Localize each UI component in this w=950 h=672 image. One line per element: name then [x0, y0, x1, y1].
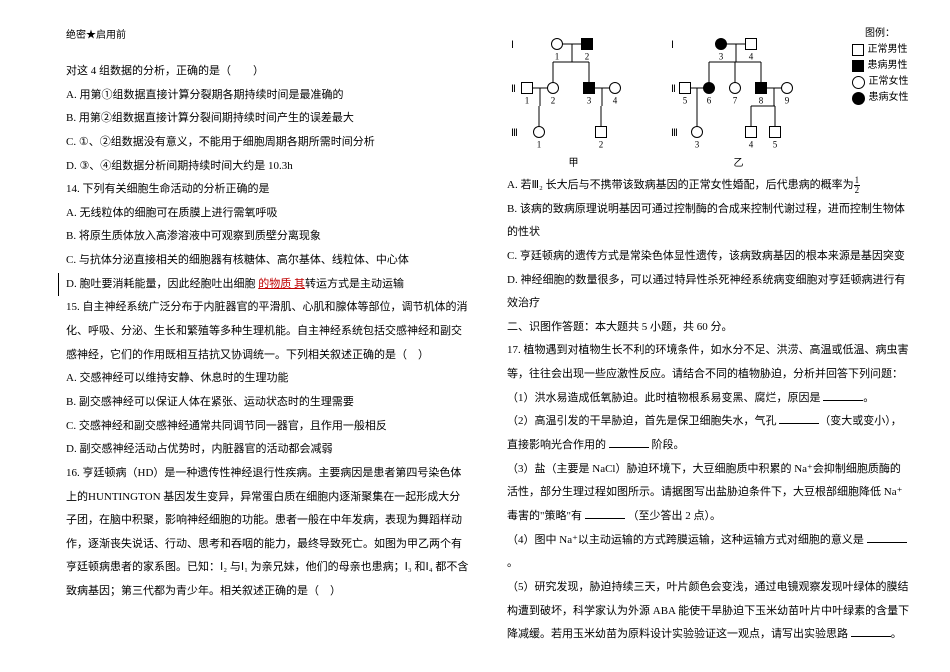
- legend-normal-male: 正常男性: [868, 42, 908, 58]
- svg-text:1: 1: [536, 140, 541, 150]
- svg-text:4: 4: [748, 52, 753, 62]
- q14-d-pre: D. 胞吐要消耗能量，因此经胞吐出细胞: [66, 278, 258, 290]
- q16-c: C. 亨廷顿病的遗传方式是常染色体显性遗传，该病致病基因的根本来源是基因突变: [507, 245, 910, 269]
- legend-normal-female-icon: [852, 76, 865, 89]
- svg-text:Ⅲ: Ⅲ: [671, 128, 678, 139]
- q17-2-text3: 阶段。: [649, 439, 685, 451]
- svg-text:2: 2: [598, 140, 603, 150]
- q15-c: C. 交感神经和副交感神经通常共同调节同一器官，且作用一般相反: [66, 415, 469, 439]
- legend-normal-male-icon: [852, 44, 864, 56]
- ped-right-label: 乙: [734, 154, 744, 169]
- ped-left-label: 甲: [569, 154, 579, 169]
- q17-4-text: （4）图中 Na⁺以主动运输的方式跨膜运输，这种运输方式对细胞的意义是: [507, 534, 867, 546]
- legend-affected-male-icon: [852, 60, 864, 72]
- legend-affected-male: 患病男性: [868, 58, 908, 74]
- q17-5-end: 。: [891, 628, 902, 640]
- q16-b: B. 该病的致病原理说明基因可通过控制酶的合成来控制代谢过程，进而控制生物体的性…: [507, 198, 910, 245]
- q14-d: D. 胞吐要消耗能量，因此经胞吐出细胞 的物质 其转运方式是主动运输: [58, 273, 469, 297]
- opt-c: C. ①、②组数据没有意义，不能用于细胞周期各期所需时间分析: [66, 131, 469, 155]
- q14-c: C. 与抗体分泌直接相关的细胞器有核糖体、高尔基体、线粒体、中心体: [66, 249, 469, 273]
- q15-a: A. 交感神经可以维持安静、休息时的生理功能: [66, 367, 469, 391]
- q16: 16. 亨廷顿病（HD）是一种遗传性神经退行性疾病。主要病因是患者第四号染色体上…: [66, 462, 469, 604]
- svg-text:8: 8: [758, 96, 763, 106]
- q14-d-post: 转运方式是主动运输: [305, 278, 404, 290]
- section-2-title: 二、识图作答题：本大题共 5 小题，共 60 分。: [507, 316, 910, 340]
- svg-text:9: 9: [784, 96, 789, 106]
- right-column: 图例： 正常男性 患病男性 正常女性 患病女性 ⅠⅡⅢ12123412 ⅠⅡⅢ3…: [507, 26, 910, 647]
- svg-text:6: 6: [706, 96, 711, 106]
- svg-text:3: 3: [694, 140, 699, 150]
- blank-4: [867, 532, 907, 543]
- pedigree-figure: 图例： 正常男性 患病男性 正常女性 患病女性 Ⅰ Ⅱ Ⅲ 1 2 1 2 3 4 1 2 Ⅰ Ⅱ Ⅲ 3…: [509, 26, 909, 166]
- svg-text:Ⅱ: Ⅱ: [511, 84, 516, 95]
- legend-affected-female-icon: [852, 92, 865, 105]
- svg-text:4: 4: [612, 96, 617, 106]
- svg-text:5: 5: [772, 140, 777, 150]
- legend-title: 图例：: [852, 26, 909, 42]
- opt-d: D. ③、④组数据分析间期持续时间大约是 10.3h: [66, 155, 469, 179]
- svg-text:4: 4: [748, 140, 753, 150]
- svg-text:Ⅲ: Ⅲ: [511, 128, 518, 139]
- legend: 图例： 正常男性 患病男性 正常女性 患病女性: [852, 26, 909, 106]
- opt-b: B. 用第②组数据直接计算分裂间期持续时间产生的误差最大: [66, 107, 469, 131]
- svg-text:Ⅱ: Ⅱ: [671, 84, 676, 95]
- q17-3: （3）盐（主要是 NaCl）胁迫环境下，大豆细胞质中积累的 Na⁺会抑制细胞质酶…: [507, 458, 910, 529]
- svg-text:1: 1: [524, 96, 529, 106]
- q17: 17. 植物遇到对植物生长不利的环境条件，如水分不足、洪涝、高温或低温、病虫害等…: [507, 339, 910, 386]
- opt-a: A. 用第①组数据直接计算分裂期各期持续时间是最准确的: [66, 84, 469, 108]
- q17-3-note: （至少答出 2 点）。: [627, 510, 721, 522]
- q17-1: （1）洪水易造成低氧胁迫。此时植物根系易变黑、腐烂，原因是 。: [507, 387, 910, 411]
- fraction-one-half: 12: [854, 176, 861, 195]
- q14: 14. 下列有关细胞生命活动的分析正确的是: [66, 178, 469, 202]
- q14-b: B. 将原生质体放入高渗溶液中可观察到质壁分离现象: [66, 225, 469, 249]
- blank-3: [585, 508, 625, 519]
- pedigree-left: Ⅰ Ⅱ Ⅲ 1 2 1 2 3 4 1 2: [509, 26, 654, 166]
- svg-text:2: 2: [584, 52, 589, 62]
- q15-b: B. 副交感神经可以保证人体在紧张、运动状态时的生理需要: [66, 391, 469, 415]
- svg-text:3: 3: [718, 52, 723, 62]
- q17-1-text: （1）洪水易造成低氧胁迫。此时植物根系易变黑、腐烂，原因是: [507, 392, 823, 404]
- q14-d-highlight: 的物质 其: [258, 278, 305, 290]
- legend-normal-female: 正常女性: [869, 74, 909, 90]
- blank-2a: [779, 414, 819, 425]
- q17-2: （2）高温引发的干旱胁迫，首先是保卫细胞失水，气孔 （变大或变小），直接影响光合…: [507, 410, 910, 457]
- svg-text:Ⅰ: Ⅰ: [671, 40, 674, 51]
- confidential-label: 绝密★启用前: [66, 26, 126, 41]
- q17-4-end: 。: [507, 557, 518, 569]
- q17-2-text1: （2）高温引发的干旱胁迫，首先是保卫细胞失水，气孔: [507, 415, 779, 427]
- q15: 15. 自主神经系统广泛分布于内脏器官的平滑肌、心肌和腺体等部位，调节机体的消化…: [66, 296, 469, 367]
- blank-2b: [609, 437, 649, 448]
- legend-affected-female: 患病女性: [869, 90, 909, 106]
- svg-text:2: 2: [550, 96, 555, 106]
- q14-a: A. 无线粒体的细胞可在质膜上进行需氧呼吸: [66, 202, 469, 226]
- blank-1: [823, 390, 863, 401]
- svg-text:3: 3: [586, 96, 591, 106]
- q16-d: D. 神经细胞的数量很多，可以通过特异性杀死神经系统病变细胞对亨廷顿病进行有效治…: [507, 269, 910, 316]
- q15-d: D. 副交感神经活动占优势时，内脏器官的活动都会减弱: [66, 438, 469, 462]
- blank-5: [851, 626, 891, 637]
- pedigree-right: Ⅰ Ⅱ Ⅲ 3 4 5 6 7 8 9 3 4 5: [669, 26, 819, 166]
- q17-5: （5）研究发现，胁迫持续三天，叶片颜色会变浅，通过电镜观察发现叶绿体的膜结构遭到…: [507, 576, 910, 647]
- svg-text:5: 5: [682, 96, 687, 106]
- svg-text:7: 7: [732, 96, 737, 106]
- q17-1-end: 。: [863, 392, 874, 404]
- svg-text:Ⅰ: Ⅰ: [511, 40, 514, 51]
- left-column: 对这 4 组数据的分析，正确的是（ ） A. 用第①组数据直接计算分裂期各期持续…: [66, 26, 469, 647]
- q17-5-text: （5）研究发现，胁迫持续三天，叶片颜色会变浅，通过电镜观察发现叶绿体的膜结构遭到…: [507, 581, 909, 640]
- svg-text:1: 1: [554, 52, 559, 62]
- q16-a: A. 若Ⅲ₂ 长大后与不携带该致病基因的正常女性婚配，后代患病的概率为12: [507, 174, 910, 198]
- q-stem: 对这 4 组数据的分析，正确的是（ ）: [66, 60, 469, 84]
- q17-4: （4）图中 Na⁺以主动运输的方式跨膜运输，这种运输方式对细胞的意义是 。: [507, 529, 910, 576]
- q16-a-text: A. 若Ⅲ₂ 长大后与不携带该致病基因的正常女性婚配，后代患病的概率为: [507, 179, 854, 191]
